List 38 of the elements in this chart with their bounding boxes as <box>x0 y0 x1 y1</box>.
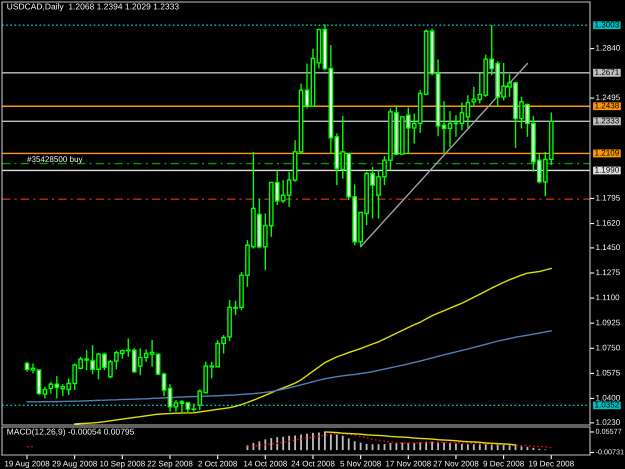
ref-line-label: 1.2438 <box>595 102 619 108</box>
ref-line-label: 1.1990 <box>595 166 619 173</box>
x-tick-label: 2 Oct 2008 <box>198 460 238 466</box>
x-tick-label: 14 Oct 2008 <box>244 460 287 466</box>
x-tick-label: 27 Nov 2008 <box>434 460 478 466</box>
x-tick-label: 24 Oct 2008 <box>291 460 335 466</box>
y-tick-label: 1.1620 <box>596 220 620 226</box>
line-series <box>324 431 516 446</box>
x-tick-label: 9 Dec 2008 <box>483 460 524 466</box>
chart-title: MACD(12,26,9) -0.00054 0.00795 <box>7 428 134 436</box>
annotation: #35428500 buy <box>27 156 83 164</box>
y-tick-label: 1.2840 <box>596 45 620 51</box>
y-tick-label: 1.1275 <box>596 269 620 276</box>
x-tick-label: 19 Dec 2008 <box>529 460 574 466</box>
y-tick-label: 1.1100 <box>596 294 620 300</box>
ref-line-label: 1.0352 <box>595 402 619 408</box>
y-tick-label: 1.2495 <box>596 94 620 100</box>
x-tick-label: 17 Nov 2008 <box>386 460 431 466</box>
x-tick-label: 22 Sep 2008 <box>148 460 192 468</box>
y-tick-label: 1.0750 <box>596 344 620 350</box>
line-series <box>360 62 528 248</box>
x-tick-label: 10 Sep 2008 <box>100 460 145 468</box>
x-tick-label: 29 Aug 2008 <box>52 460 97 468</box>
ref-line-label: 1.3003 <box>595 22 619 28</box>
chart-title: USDCAD,Daily 1.2068 1.2394 1.2029 1.2333 <box>7 3 179 12</box>
y-tick-label: 1.0230 <box>596 419 620 426</box>
y-tick-label: 1.0400 <box>596 394 620 401</box>
y-tick-label: 1.1450 <box>596 244 620 250</box>
ref-line-label: 1.2333 <box>595 118 619 124</box>
ref-line-label: 1.2109 <box>595 150 619 156</box>
y-tick-label: 1.0575 <box>596 370 620 376</box>
x-tick-label: 19 Aug 2008 <box>5 460 50 468</box>
x-tick-label: 5 Nov 2008 <box>340 460 381 466</box>
ref-line-label: 1.2671 <box>595 69 619 75</box>
line-series <box>26 330 552 402</box>
y-tick-label: 1.1795 <box>596 194 620 201</box>
line-series <box>74 268 552 425</box>
y-tick-label: 1.0925 <box>596 320 620 326</box>
